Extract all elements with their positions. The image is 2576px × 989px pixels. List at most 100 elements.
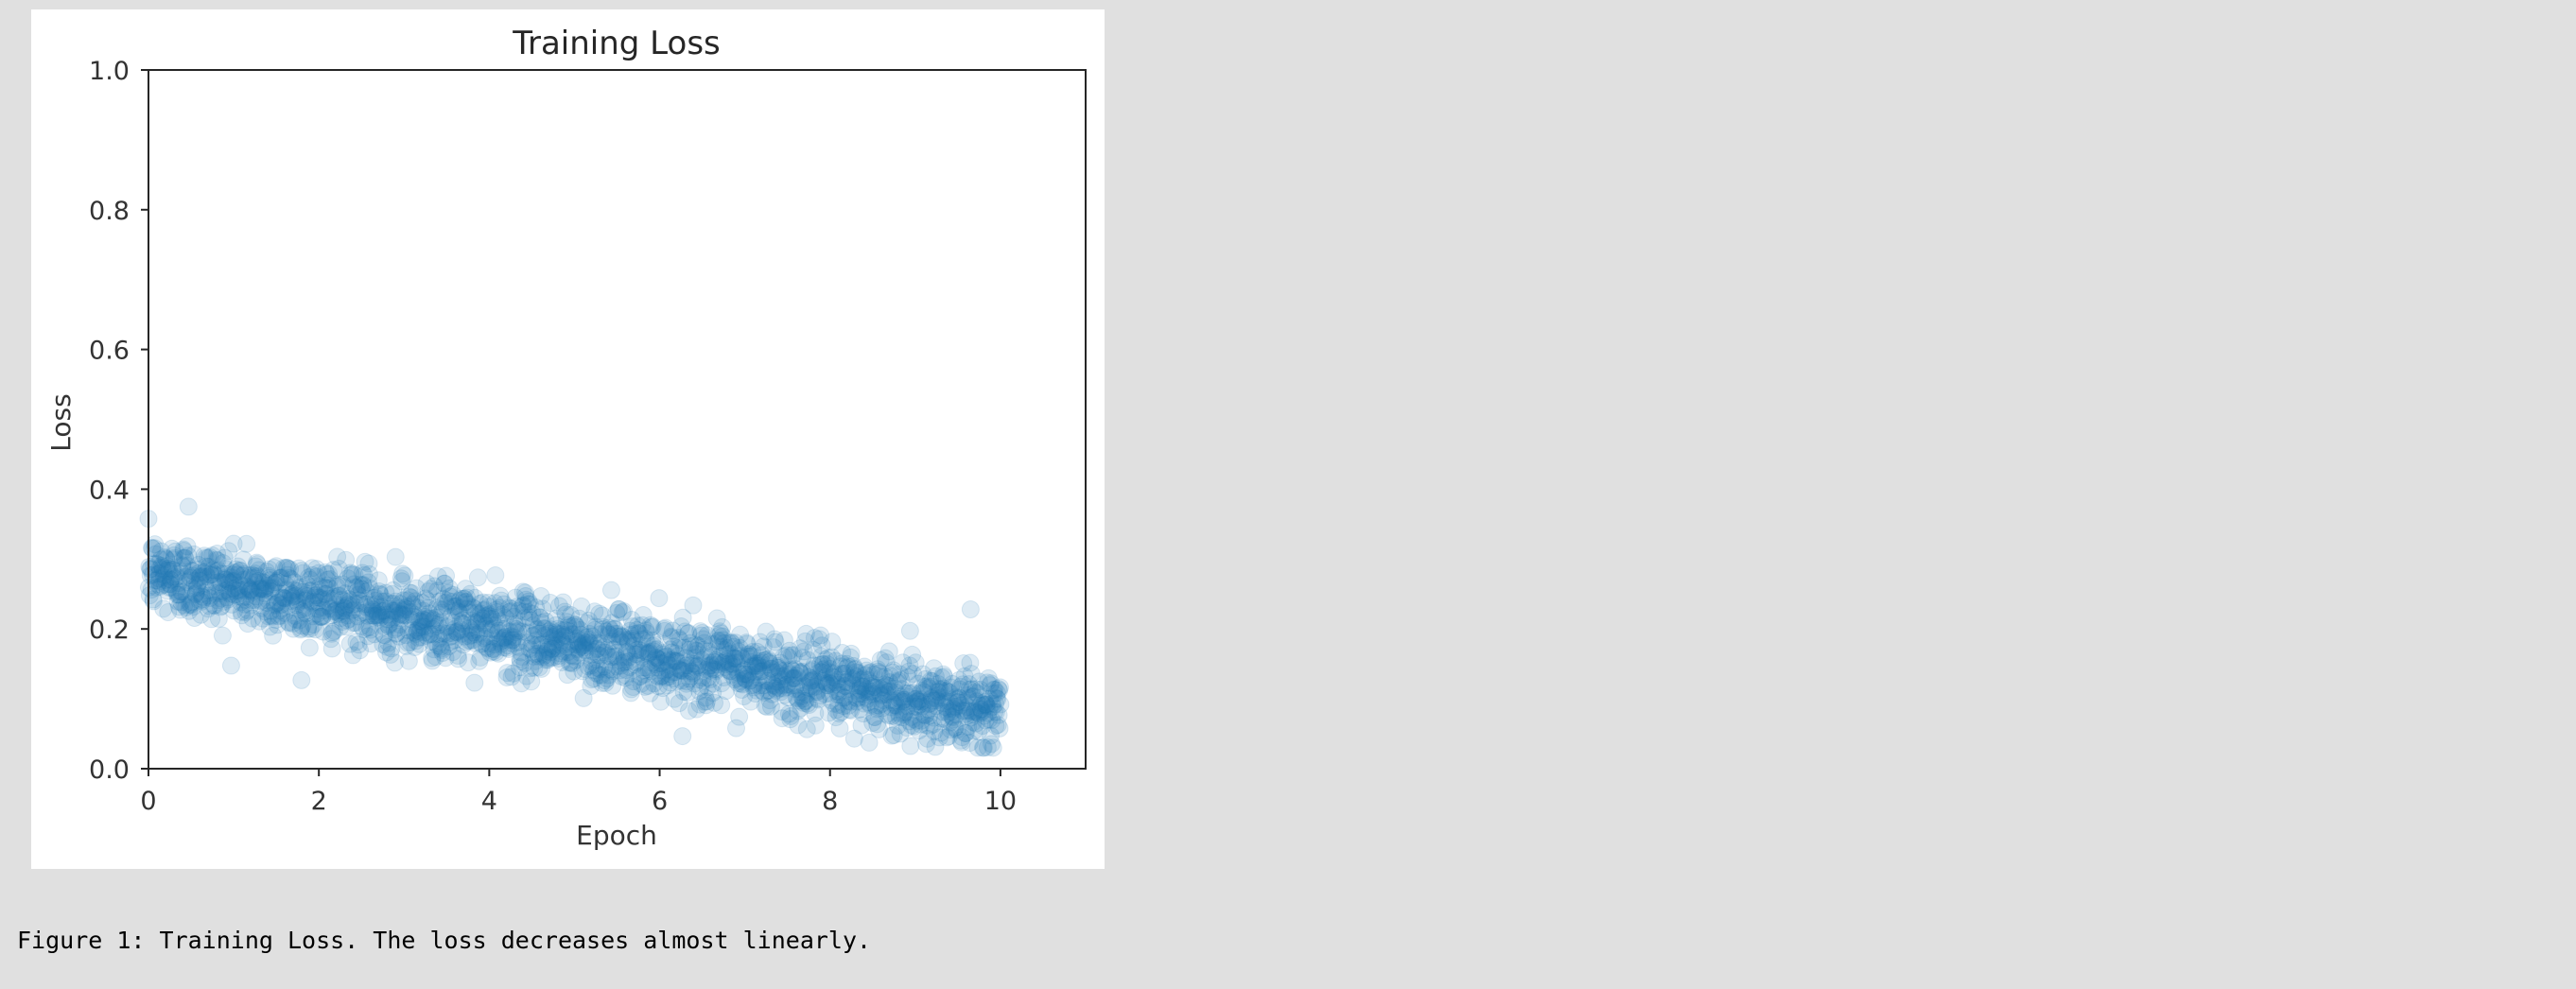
scatter-point (179, 566, 198, 585)
scatter-point (579, 633, 598, 651)
scatter-point (445, 619, 464, 638)
scatter-point (297, 604, 316, 623)
scatter-point (401, 602, 420, 621)
scatter-point (450, 599, 469, 617)
scatter-point (224, 534, 243, 553)
scatter-point (576, 633, 595, 652)
scatter-point (378, 610, 397, 629)
scatter-point (610, 599, 629, 618)
scatter-point (586, 664, 605, 683)
scatter-point (578, 628, 597, 647)
scatter-point (291, 620, 310, 639)
scatter-point (357, 598, 375, 616)
scatter-point (578, 614, 597, 633)
scatter-point (231, 561, 250, 580)
scatter-point (544, 627, 563, 646)
scatter-point (278, 565, 297, 584)
scatter-point (290, 600, 309, 619)
scatter-point (334, 575, 353, 594)
scatter-point (630, 624, 649, 643)
scatter-point (602, 614, 621, 633)
scatter-point (252, 591, 271, 610)
scatter-point (500, 602, 519, 621)
scatter-point (338, 617, 357, 636)
scatter-point (196, 548, 215, 567)
scatter-point (329, 559, 348, 578)
scatter-point (205, 565, 224, 584)
scatter-point (243, 565, 262, 584)
scatter-point (486, 565, 505, 584)
scatter-point (830, 719, 849, 737)
scatter-point (456, 580, 475, 599)
scatter-point (346, 614, 365, 633)
scatter-point (625, 632, 644, 651)
scatter-point (585, 602, 604, 621)
scatter-point (354, 576, 373, 595)
scatter-point (487, 603, 506, 622)
scatter-point (151, 577, 170, 596)
scatter-point (371, 585, 390, 604)
scatter-point (142, 581, 161, 599)
scatter-point (592, 634, 611, 653)
scatter-point (514, 596, 533, 615)
scatter-point (337, 597, 356, 616)
scatter-point (616, 652, 635, 671)
y-tick-label: 0.8 (89, 197, 130, 226)
scatter-point (390, 615, 409, 633)
scatter-point (356, 603, 374, 622)
y-tick-label: 0.6 (89, 337, 130, 366)
scatter-point (520, 639, 539, 658)
scatter-point (541, 594, 560, 613)
scatter-point (298, 586, 317, 605)
scatter-point (543, 639, 562, 658)
scatter-point (599, 646, 618, 665)
scatter-point (901, 737, 920, 755)
scatter-point (331, 605, 350, 624)
scatter-point (264, 579, 283, 598)
scatter-point (550, 644, 569, 663)
x-tick-label: 2 (311, 787, 327, 816)
scatter-point (286, 606, 305, 625)
scatter-point (142, 560, 161, 579)
scatter-point (560, 653, 579, 672)
scatter-point (485, 594, 504, 613)
scatter-point (221, 573, 240, 592)
scatter-point (146, 571, 165, 590)
scatter-point (629, 640, 648, 659)
scatter-point (548, 639, 567, 658)
scatter-point (511, 650, 530, 668)
scatter-point (203, 561, 222, 580)
scatter-point (339, 589, 358, 608)
scatter-point (404, 607, 423, 626)
scatter-point (522, 672, 541, 691)
scatter-point (215, 592, 234, 611)
scatter-point (170, 585, 189, 604)
scatter-point (158, 557, 177, 576)
scatter-point (442, 607, 461, 626)
scatter-point (464, 599, 483, 618)
scatter-point (545, 626, 564, 645)
y-tick-label: 0.2 (89, 616, 130, 645)
scatter-point (196, 574, 215, 593)
scatter-point (161, 570, 180, 589)
scatter-point (433, 644, 452, 663)
scatter-point (573, 662, 592, 681)
scatter-point (256, 577, 275, 596)
scatter-point (174, 540, 193, 559)
scatter-point (334, 601, 353, 620)
scatter-point (388, 601, 407, 620)
scatter-point (490, 612, 509, 631)
scatter-point (593, 617, 612, 636)
scatter-point (512, 643, 531, 662)
scatter-point (261, 571, 280, 590)
scatter-point (327, 577, 346, 596)
scatter-point (184, 598, 203, 616)
scatter-point (446, 622, 465, 641)
scatter-point (177, 584, 196, 603)
scatter-point (329, 586, 348, 605)
scatter-point (284, 619, 303, 638)
scatter-point (554, 642, 573, 661)
scatter-point (466, 633, 485, 652)
scatter-point (432, 603, 451, 622)
scatter-point (422, 609, 441, 628)
